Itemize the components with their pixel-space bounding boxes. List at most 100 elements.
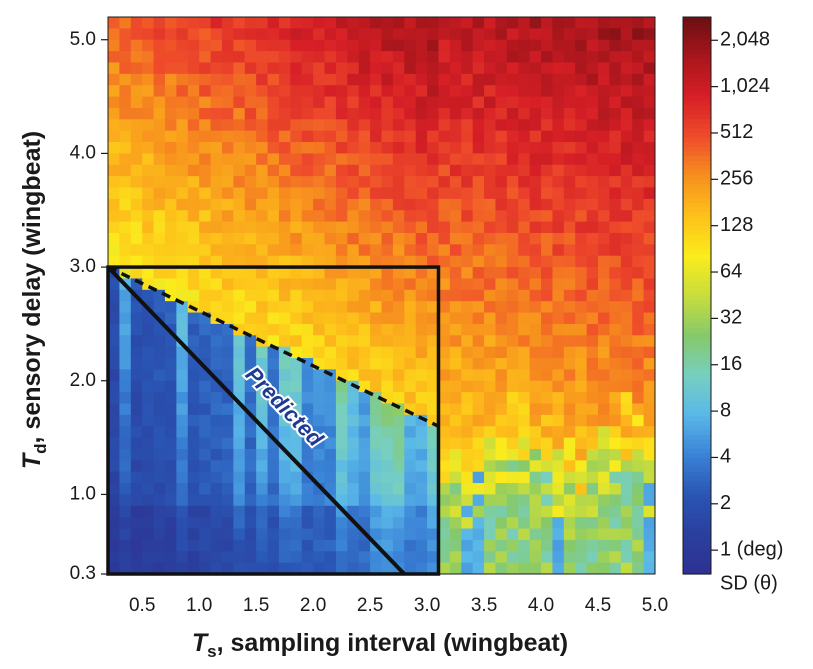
heatmap-cell xyxy=(461,28,474,41)
heatmap-cell xyxy=(598,164,611,177)
heatmap-cell xyxy=(643,17,655,29)
heatmap-cell xyxy=(427,323,440,336)
heatmap-cell xyxy=(278,528,291,541)
heatmap-cell xyxy=(529,142,542,155)
heatmap-cell xyxy=(324,471,337,484)
heatmap-cell xyxy=(256,528,269,541)
heatmap-cell xyxy=(427,346,440,359)
heatmap-cell xyxy=(461,130,474,143)
heatmap-cell xyxy=(313,164,326,177)
heatmap-cell xyxy=(313,335,326,348)
heatmap-cell xyxy=(164,380,177,393)
heatmap-cell xyxy=(620,51,633,64)
heatmap-cell xyxy=(301,426,314,439)
heatmap-cell xyxy=(210,232,223,245)
colorbar-segment xyxy=(683,383,711,389)
colorbar-segment xyxy=(683,123,711,129)
heatmap-cell xyxy=(620,380,633,393)
heatmap-cell xyxy=(256,85,269,98)
heatmap-cell xyxy=(449,380,462,393)
heatmap-cell xyxy=(176,210,189,223)
heatmap-cell xyxy=(164,267,177,280)
heatmap-cell xyxy=(427,96,440,109)
heatmap-cell xyxy=(506,539,519,552)
heatmap-cell xyxy=(267,448,280,461)
heatmap-cell xyxy=(119,426,132,439)
heatmap-cell xyxy=(392,28,405,41)
heatmap-cell xyxy=(301,437,314,450)
colorbar-segment xyxy=(683,221,711,227)
heatmap-cell xyxy=(415,198,428,211)
heatmap-cell xyxy=(427,528,440,541)
heatmap-cell xyxy=(461,198,474,211)
heatmap-cell xyxy=(335,153,348,166)
heatmap-cell xyxy=(233,380,246,393)
heatmap-cell xyxy=(267,494,280,507)
heatmap-cell xyxy=(427,267,440,280)
heatmap-cell xyxy=(119,85,132,98)
heatmap-cell xyxy=(552,107,565,120)
heatmap-cell xyxy=(256,505,269,518)
heatmap-cell xyxy=(324,39,337,52)
heatmap-cell xyxy=(541,187,554,200)
heatmap-cell xyxy=(301,517,314,530)
heatmap-cell xyxy=(381,232,394,245)
heatmap-cell xyxy=(552,187,565,200)
heatmap-cell xyxy=(632,403,645,416)
heatmap-cell xyxy=(256,142,269,155)
heatmap-cell xyxy=(552,335,565,348)
heatmap-cell xyxy=(495,505,508,518)
heatmap-cell xyxy=(347,267,360,280)
heatmap-cell xyxy=(233,448,246,461)
heatmap-cell xyxy=(187,528,200,541)
heatmap-cell xyxy=(210,187,223,200)
heatmap-cell xyxy=(586,414,599,427)
heatmap-cell xyxy=(153,562,166,574)
heatmap-cell xyxy=(392,323,405,336)
heatmap-cell xyxy=(313,96,326,109)
heatmap-cell xyxy=(290,198,303,211)
heatmap-cell xyxy=(108,483,120,496)
heatmap-cell xyxy=(563,426,576,439)
colorbar-segment xyxy=(683,560,711,566)
heatmap-cell xyxy=(108,244,120,257)
heatmap-cell xyxy=(130,312,143,325)
heatmap-cell xyxy=(313,51,326,64)
heatmap-cell xyxy=(108,255,120,268)
heatmap-cell xyxy=(370,187,383,200)
heatmap-cell xyxy=(404,312,417,325)
heatmap-cell xyxy=(358,448,371,461)
heatmap-cell xyxy=(529,392,542,405)
heatmap-cell xyxy=(563,39,576,52)
heatmap-cell xyxy=(415,551,428,564)
heatmap-cell xyxy=(347,551,360,564)
heatmap-cell xyxy=(598,301,611,314)
colorbar-segment xyxy=(683,253,711,259)
heatmap-cell xyxy=(495,358,508,370)
heatmap-cell xyxy=(324,164,337,177)
heatmap-cell xyxy=(324,483,337,496)
heatmap-cell xyxy=(278,562,291,574)
heatmap-cell xyxy=(415,346,428,359)
heatmap-cell xyxy=(495,255,508,268)
heatmap-cell xyxy=(449,562,462,574)
heatmap-cell xyxy=(506,62,519,75)
heatmap-cell xyxy=(404,73,417,86)
dashed-boundary-line xyxy=(107,265,440,428)
heatmap-cell xyxy=(358,130,371,143)
heatmap-cell xyxy=(632,278,645,291)
heatmap-cell xyxy=(506,119,519,132)
heatmap-cell xyxy=(347,539,360,552)
heatmap-cell xyxy=(370,460,383,473)
heatmap-cell xyxy=(541,505,554,518)
heatmap-cell xyxy=(461,244,474,257)
heatmap-cell xyxy=(575,278,588,291)
heatmap-cell xyxy=(620,62,633,75)
heatmap-cell xyxy=(256,176,269,189)
heatmap-cell xyxy=(313,437,326,450)
heatmap-cell xyxy=(598,85,611,98)
heatmap-cell xyxy=(392,471,405,484)
heatmap-cell xyxy=(278,335,291,348)
heatmap-cell xyxy=(575,346,588,359)
heatmap-cell xyxy=(541,73,554,86)
